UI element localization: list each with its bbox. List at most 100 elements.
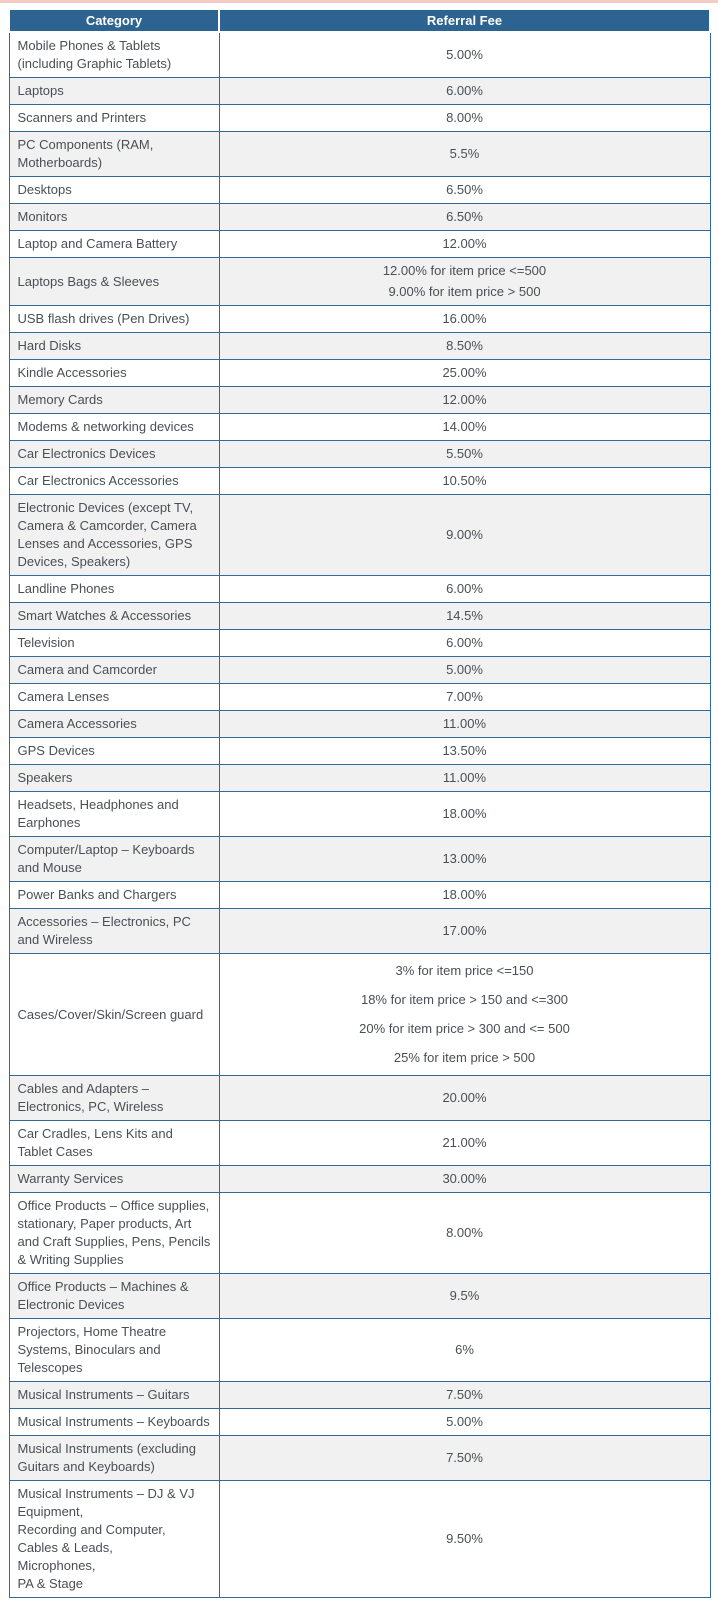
category-cell: Laptops Bags & Sleeves: [8, 257, 220, 306]
table-row: Kindle Accessories 25.00%: [8, 359, 711, 387]
category-cell: Hard Disks: [8, 332, 220, 360]
referral-fee-cell: 6.00%: [218, 575, 711, 603]
category-cell: Desktops: [8, 176, 220, 204]
category-cell: Musical Instruments – Guitars: [8, 1381, 220, 1409]
fee-value: 20.00%: [442, 1090, 487, 1105]
fee-value: 18.00%: [442, 806, 487, 821]
header-row: Category Referral Fee: [8, 8, 711, 33]
category-cell: Mobile Phones & Tablets (including Graph…: [8, 31, 220, 78]
fee-value: 12.00% for item price <=500: [382, 263, 547, 278]
referral-fee-cell: 20.00%: [218, 1075, 711, 1121]
referral-fee-cell: 5.50%: [218, 440, 711, 468]
referral-fee-cell: 11.00%: [218, 764, 711, 792]
category-cell: Smart Watches & Accessories: [8, 602, 220, 630]
table-row: Electronic Devices (except TV, Camera & …: [8, 494, 711, 576]
referral-fee-cell: 21.00%: [218, 1120, 711, 1166]
category-cell: Car Cradles, Lens Kits and Tablet Cases: [8, 1120, 220, 1166]
category-cell: Kindle Accessories: [8, 359, 220, 387]
fee-value: 12.00%: [442, 392, 487, 407]
fee-value: 8.00%: [446, 110, 483, 125]
fee-value: 8.00%: [446, 1225, 483, 1240]
category-cell: Camera and Camcorder: [8, 656, 220, 684]
referral-fee-cell: 13.00%: [218, 836, 711, 882]
referral-fee-cell: 5.00%: [218, 656, 711, 684]
fee-value: 20% for item price > 300 and <= 500: [359, 1021, 570, 1036]
referral-fee-cell: 17.00%: [218, 908, 711, 954]
category-cell: Car Electronics Devices: [8, 440, 220, 468]
referral-fee-cell: 16.00%: [218, 305, 711, 333]
table-row: Car Cradles, Lens Kits and Tablet Cases 2…: [8, 1120, 711, 1166]
category-cell: Camera Accessories: [8, 710, 220, 738]
table-row: Memory Cards 12.00%: [8, 386, 711, 414]
fee-value: 25.00%: [442, 365, 487, 380]
fee-value: 9.00% for item price > 500: [388, 284, 541, 299]
table-row: Car Electronics Accessories 10.50%: [8, 467, 711, 495]
fee-value: 9.50%: [446, 1531, 483, 1546]
category-cell: Scanners and Printers: [8, 104, 220, 132]
referral-fee-cell: 12.00%: [218, 386, 711, 414]
referral-fee-cell: 14.00%: [218, 413, 711, 441]
fee-value: 13.00%: [442, 851, 487, 866]
table-row: Power Banks and Chargers 18.00%: [8, 881, 711, 909]
fee-value: 30.00%: [442, 1171, 487, 1186]
referral-fee-cell: 12.00% for item price <=500 9.00% for ite…: [218, 257, 711, 306]
category-cell: Monitors: [8, 203, 220, 231]
table-row: Monitors 6.50%: [8, 203, 711, 231]
category-cell: Camera Lenses: [8, 683, 220, 711]
fee-value: 11.00%: [442, 770, 487, 785]
category-cell: Musical Instruments (excluding Guitars a…: [8, 1435, 220, 1481]
table-row: Television 6.00%: [8, 629, 711, 657]
fee-table-body: Mobile Phones & Tablets (including Graph…: [8, 31, 711, 1598]
fee-value: 6.50%: [446, 209, 483, 224]
category-cell: Modems & networking devices: [8, 413, 220, 441]
category-cell: Memory Cards: [8, 386, 220, 414]
page-top-accent-bar: [0, 0, 718, 3]
fee-value: 14.5%: [446, 608, 483, 623]
referral-fee-cell: 10.50%: [218, 467, 711, 495]
category-cell: Projectors, Home Theatre Systems, Binocu…: [8, 1318, 220, 1382]
table-row: Camera Accessories 11.00%: [8, 710, 711, 738]
referral-fee-cell: 5.00%: [218, 1408, 711, 1436]
fee-value: 18% for item price > 150 and <=300: [360, 992, 569, 1007]
table-row: Laptops Bags & Sleeves 12.00% for item pr…: [8, 257, 711, 306]
fee-value: 5.5%: [449, 146, 480, 161]
fee-value: 16.00%: [442, 311, 487, 326]
fee-value: 5.00%: [446, 662, 483, 677]
referral-fee-cell: 25.00%: [218, 359, 711, 387]
fee-value: 6.50%: [446, 182, 483, 197]
category-cell: Car Electronics Accessories: [8, 467, 220, 495]
table-row: Laptops 6.00%: [8, 77, 711, 105]
referral-fee-cell: 6.00%: [218, 629, 711, 657]
fee-value: 7.50%: [446, 1387, 483, 1402]
fee-value: 14.00%: [442, 419, 487, 434]
table-row: Camera and Camcorder 5.00%: [8, 656, 711, 684]
table-row: Speakers 11.00%: [8, 764, 711, 792]
table-row: Scanners and Printers 8.00%: [8, 104, 711, 132]
fee-value: 3% for item price <=150: [395, 963, 534, 978]
category-cell: PC Components (RAM, Motherboards): [8, 131, 220, 177]
table-row: Projectors, Home Theatre Systems, Binocu…: [8, 1318, 711, 1382]
table-row: Warranty Services 30.00%: [8, 1165, 711, 1193]
referral-fee-cell: 5.00%: [218, 31, 711, 78]
table-row: Smart Watches & Accessories 14.5%: [8, 602, 711, 630]
referral-fee-cell: 8.50%: [218, 332, 711, 360]
fee-value: 11.00%: [442, 716, 487, 731]
fee-value: 17.00%: [442, 923, 487, 938]
table-row: Musical Instruments – Keyboards 5.00%: [8, 1408, 711, 1436]
referral-fee-cell: 8.00%: [218, 1192, 711, 1274]
fee-value: 9.5%: [449, 1288, 480, 1303]
referral-fee-cell: 11.00%: [218, 710, 711, 738]
category-cell: Accessories – Electronics, PC and Wirele…: [8, 908, 220, 954]
category-column-header: Category: [8, 8, 220, 33]
referral-fee-cell: 5.5%: [218, 131, 711, 177]
fee-value: 8.50%: [446, 338, 483, 353]
referral-fee-cell: 7.50%: [218, 1381, 711, 1409]
fee-value: 5.00%: [446, 1414, 483, 1429]
category-cell: Headsets, Headphones and Earphones: [8, 791, 220, 837]
referral-fee-cell: 6.50%: [218, 203, 711, 231]
table-row: Office Products – Office supplies, stati…: [8, 1192, 711, 1274]
table-row: Musical Instruments – Guitars 7.50%: [8, 1381, 711, 1409]
referral-fee-cell: 7.00%: [218, 683, 711, 711]
fee-value: 18.00%: [442, 887, 487, 902]
table-row: Headsets, Headphones and Earphones 18.00%: [8, 791, 711, 837]
